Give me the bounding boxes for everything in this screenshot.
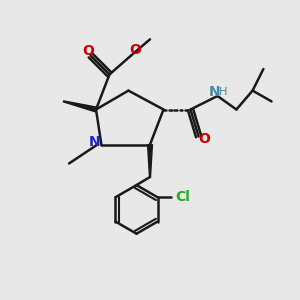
Text: O: O bbox=[82, 44, 94, 58]
Text: N: N bbox=[209, 85, 220, 99]
Text: O: O bbox=[198, 132, 210, 146]
Text: H: H bbox=[219, 87, 227, 97]
Polygon shape bbox=[148, 145, 152, 177]
Text: N: N bbox=[89, 135, 100, 149]
Polygon shape bbox=[64, 101, 97, 112]
Text: O: O bbox=[129, 43, 141, 57]
Text: Cl: Cl bbox=[175, 190, 190, 204]
